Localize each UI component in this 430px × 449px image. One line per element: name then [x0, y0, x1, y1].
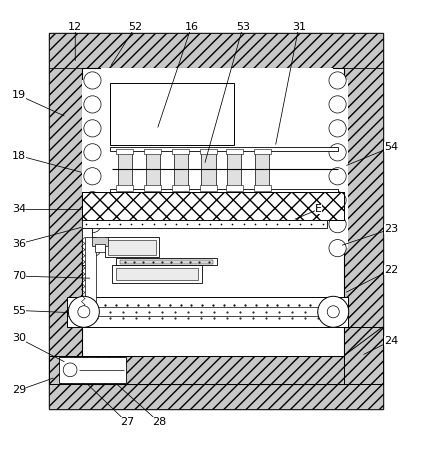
Circle shape — [329, 192, 346, 209]
Text: 22: 22 — [384, 264, 399, 275]
Circle shape — [84, 144, 101, 161]
Bar — [49, 33, 383, 67]
Bar — [254, 185, 271, 190]
Bar — [200, 149, 217, 154]
Text: 19: 19 — [12, 91, 26, 101]
Text: 36: 36 — [12, 239, 26, 249]
Circle shape — [84, 96, 101, 113]
Bar — [116, 149, 133, 154]
Text: 55: 55 — [12, 305, 26, 316]
Text: 12: 12 — [68, 22, 82, 32]
Text: 53: 53 — [236, 22, 250, 32]
Bar — [172, 149, 189, 154]
Circle shape — [329, 240, 346, 257]
Bar — [344, 67, 383, 409]
Bar — [255, 150, 269, 189]
Text: 23: 23 — [384, 224, 398, 234]
Circle shape — [327, 306, 339, 318]
Bar — [82, 220, 327, 228]
Text: 30: 30 — [12, 334, 26, 343]
Bar — [226, 185, 243, 190]
Text: 16: 16 — [184, 22, 198, 32]
Text: 52: 52 — [129, 22, 142, 32]
Bar — [116, 269, 198, 280]
Bar — [173, 150, 187, 189]
Bar — [82, 228, 92, 265]
Circle shape — [318, 296, 349, 327]
Bar — [112, 265, 202, 282]
Bar — [82, 67, 344, 383]
Text: 28: 28 — [152, 417, 166, 427]
Bar — [95, 244, 105, 251]
Text: 31: 31 — [292, 22, 306, 32]
Circle shape — [329, 72, 346, 89]
Text: 34: 34 — [12, 204, 26, 215]
Text: E: E — [315, 204, 322, 215]
Bar — [144, 185, 161, 190]
Bar — [116, 258, 217, 265]
Circle shape — [63, 363, 77, 377]
Circle shape — [329, 216, 346, 233]
Bar — [105, 238, 159, 257]
Bar — [144, 149, 161, 154]
Circle shape — [78, 306, 90, 318]
Circle shape — [84, 240, 101, 257]
Circle shape — [84, 167, 101, 185]
Text: 54: 54 — [384, 142, 398, 152]
Bar — [110, 147, 338, 150]
Bar — [172, 185, 189, 190]
Bar — [344, 327, 383, 383]
Bar — [67, 297, 348, 327]
Bar — [85, 238, 95, 317]
Bar — [82, 80, 103, 248]
Circle shape — [329, 144, 346, 161]
Bar — [226, 149, 243, 154]
Bar — [110, 189, 338, 192]
Bar — [227, 150, 242, 189]
Bar — [82, 192, 344, 220]
Circle shape — [329, 120, 346, 137]
Circle shape — [84, 192, 101, 209]
Bar — [92, 238, 108, 246]
Text: 24: 24 — [384, 335, 399, 346]
Bar — [59, 357, 126, 383]
Bar — [101, 67, 333, 192]
Circle shape — [329, 167, 346, 185]
Bar — [327, 80, 348, 248]
Circle shape — [84, 72, 101, 89]
Bar — [49, 67, 82, 409]
Text: 70: 70 — [12, 271, 26, 281]
Bar — [49, 356, 344, 383]
Bar — [117, 150, 132, 189]
Bar — [344, 327, 383, 383]
Bar — [200, 185, 217, 190]
Text: 18: 18 — [12, 151, 26, 161]
Bar — [82, 192, 344, 220]
Circle shape — [84, 120, 101, 137]
Bar — [49, 383, 383, 409]
Bar — [110, 83, 234, 145]
Bar — [49, 356, 344, 383]
Circle shape — [68, 296, 99, 327]
Text: 27: 27 — [120, 417, 134, 427]
Bar — [201, 150, 215, 189]
Bar — [116, 185, 133, 190]
Circle shape — [329, 96, 346, 113]
Text: 29: 29 — [12, 385, 27, 395]
Bar — [145, 150, 160, 189]
Bar — [254, 149, 271, 154]
Circle shape — [84, 216, 101, 233]
Bar — [120, 260, 213, 264]
Bar — [49, 33, 383, 409]
Bar — [108, 240, 156, 255]
